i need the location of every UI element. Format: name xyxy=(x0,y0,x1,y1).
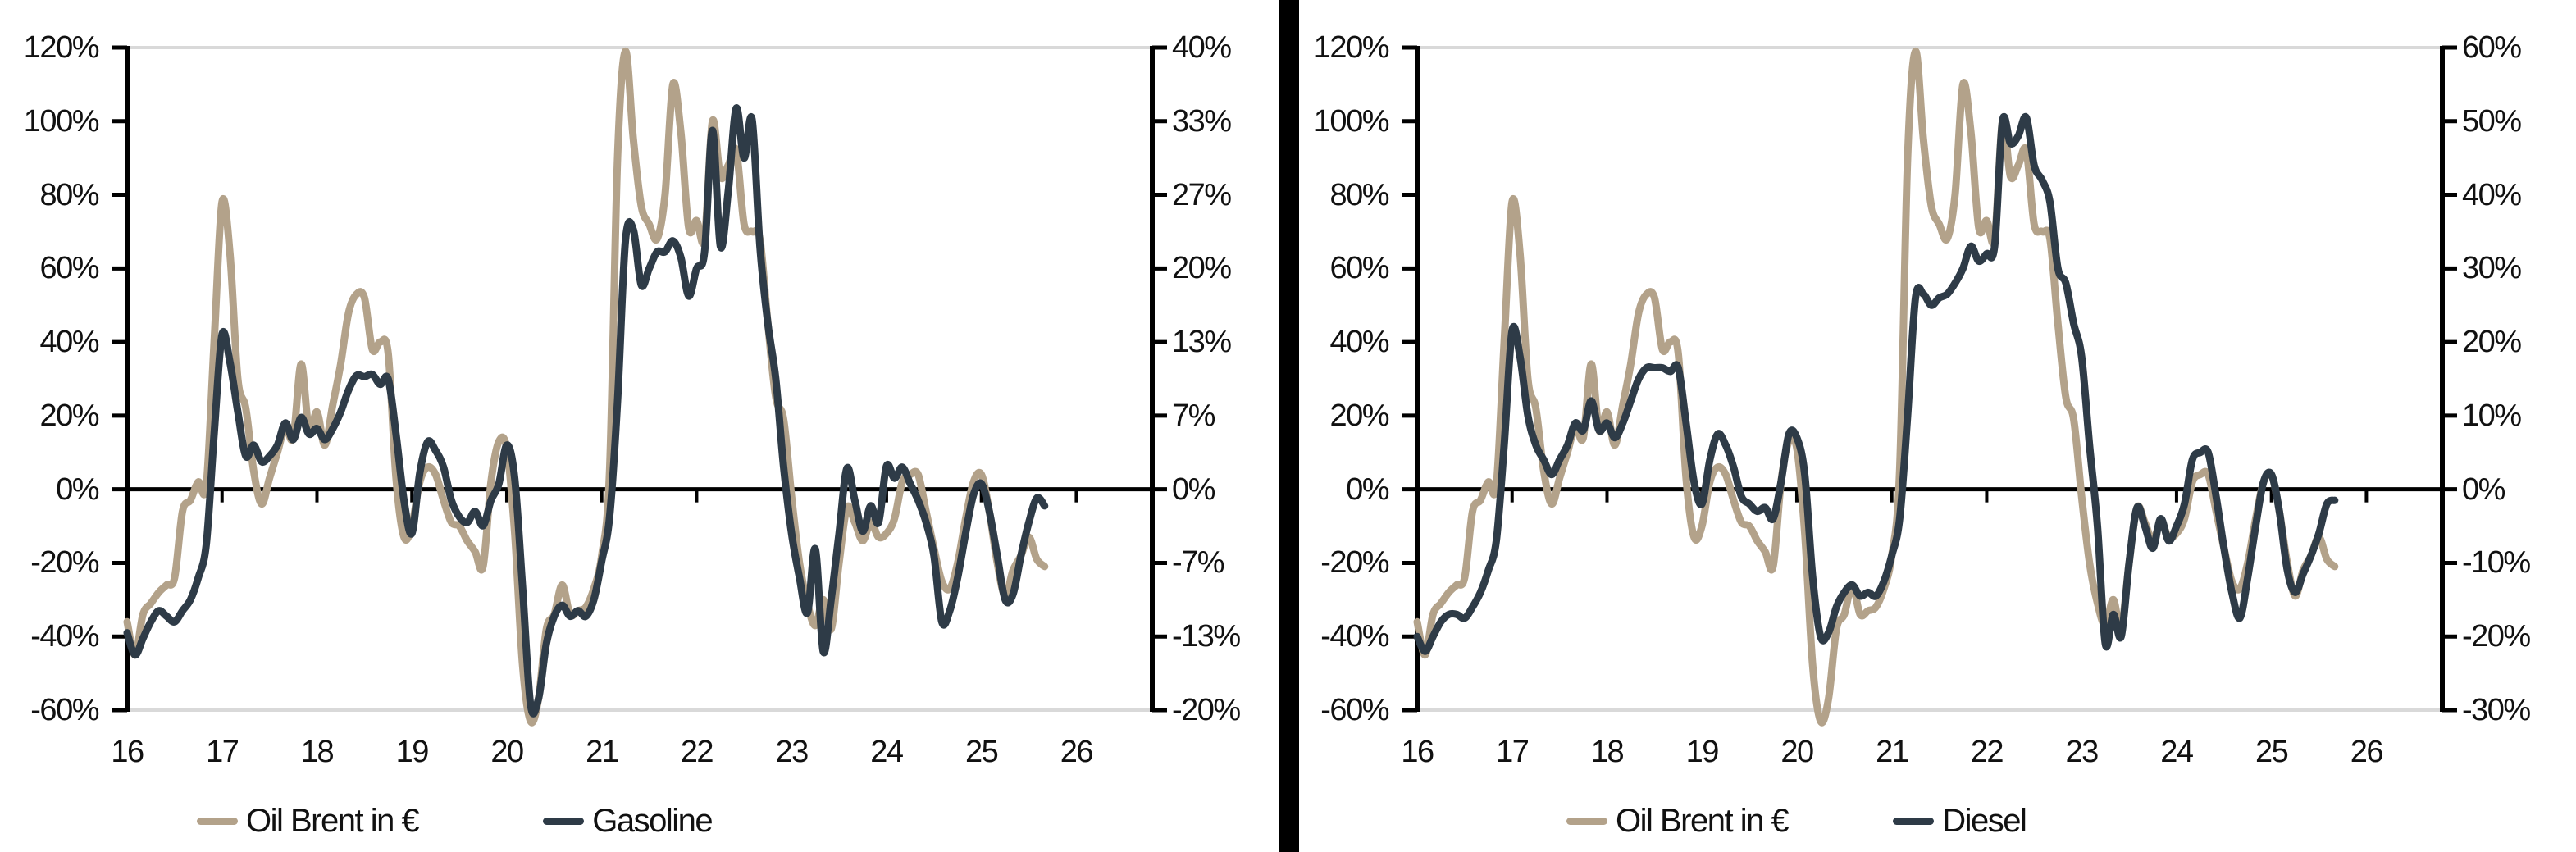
diesel-line xyxy=(1413,112,2339,655)
y-axis-right-tick-label: -30% xyxy=(2462,693,2531,727)
y-axis-right-tick-label: 30% xyxy=(2462,251,2522,286)
gasoline-chart-legend: Oil Brent in € Gasoline xyxy=(197,803,714,840)
y-axis-left-tick-label: 40% xyxy=(39,325,99,360)
y-axis-left-tick-label: -60% xyxy=(1320,693,1389,727)
x-axis-tick-label: 23 xyxy=(2065,735,2100,769)
brent-line-swatch-icon xyxy=(197,818,238,825)
x-axis-tick-label: 24 xyxy=(870,735,904,769)
y-axis-right-tick-label: 0% xyxy=(2462,472,2505,507)
x-axis-tick-label: 17 xyxy=(1496,735,1530,769)
x-axis-tick-label: 24 xyxy=(2160,735,2194,769)
legend-item-gasoline: Gasoline xyxy=(543,803,714,840)
y-axis-right-tick-label: -20% xyxy=(1172,693,1241,727)
y-axis-right-tick-label: 10% xyxy=(2462,398,2522,433)
y-axis-left-tick-label: 0% xyxy=(1346,472,1389,507)
y-axis-left-tick-label: 120% xyxy=(23,30,100,65)
x-axis-tick-label: 16 xyxy=(111,735,144,769)
x-axis-tick-label: 18 xyxy=(300,735,335,769)
gasoline-chart-plot-area xyxy=(112,45,1167,727)
x-axis-tick-label: 26 xyxy=(2350,735,2384,769)
y-axis-left-tick-label: -20% xyxy=(30,545,99,581)
y-axis-left-tick-label: -60% xyxy=(30,693,99,727)
x-axis-tick-label: 20 xyxy=(490,735,524,769)
y-axis-right-tick-label: 40% xyxy=(2462,177,2522,212)
x-axis-tick-label: 25 xyxy=(2255,735,2289,769)
y-axis-left-tick-label: -40% xyxy=(30,619,99,654)
oil-brent-in--line xyxy=(123,47,1049,727)
gasoline-line xyxy=(123,104,1049,718)
y-axis-right-tick-label: -13% xyxy=(1172,619,1241,654)
y-axis-right-tick-label: 13% xyxy=(1172,325,1232,360)
y-axis-left-tick-label: 100% xyxy=(1313,103,1390,139)
legend-item-brent: Oil Brent in € xyxy=(197,803,420,840)
vertical-divider xyxy=(1279,0,1299,852)
y-axis-left-tick-label: 120% xyxy=(1313,30,1390,65)
legend-label-brent: Oil Brent in € xyxy=(246,803,420,839)
x-axis-tick-label: 16 xyxy=(1401,735,1434,769)
y-axis-right-tick-label: -10% xyxy=(2462,545,2531,581)
legend-label-gasoline: Gasoline xyxy=(592,803,713,839)
y-axis-left-tick-label: 80% xyxy=(39,177,99,212)
y-axis-right-tick-label: -7% xyxy=(1172,545,1225,581)
y-axis-right-tick-label: -20% xyxy=(2462,619,2531,654)
x-axis-tick-label: 25 xyxy=(965,735,999,769)
legend-item-brent: Oil Brent in € xyxy=(1566,803,1790,840)
x-axis-tick-label: 21 xyxy=(586,735,619,769)
x-axis-tick-label: 22 xyxy=(1970,735,2004,769)
oil-brent-in--line xyxy=(1413,47,2339,727)
y-axis-left-tick-label: 40% xyxy=(1329,325,1389,360)
y-axis-right-tick-label: 27% xyxy=(1172,177,1232,212)
y-axis-left-tick-label: 20% xyxy=(1329,398,1389,433)
x-axis-tick-label: 19 xyxy=(395,735,430,769)
y-axis-left-tick-label: 80% xyxy=(1329,177,1389,212)
legend-label-brent: Oil Brent in € xyxy=(1616,803,1790,839)
x-axis-tick-label: 22 xyxy=(680,735,714,769)
y-axis-right-tick-label: 33% xyxy=(1172,103,1232,139)
legend-item-diesel: Diesel xyxy=(1893,803,2027,840)
y-axis-left-tick-label: 100% xyxy=(23,103,100,139)
y-axis-right-tick-label: 50% xyxy=(2462,103,2522,139)
diesel-chart-plot-area xyxy=(1402,45,2457,727)
y-axis-left-tick-label: 60% xyxy=(1329,251,1389,286)
y-axis-right-tick-label: 20% xyxy=(2462,325,2522,360)
brent-line-swatch-icon xyxy=(1566,818,1607,825)
y-axis-left-tick-label: 20% xyxy=(39,398,99,433)
x-axis-tick-label: 17 xyxy=(206,735,239,769)
diesel-chart-legend: Oil Brent in € Diesel xyxy=(1566,803,2027,840)
x-axis-tick-label: 18 xyxy=(1590,735,1625,769)
x-axis-tick-label: 26 xyxy=(1060,735,1094,769)
legend-label-diesel: Diesel xyxy=(1942,803,2027,839)
x-axis-tick-label: 21 xyxy=(1876,735,1909,769)
gasoline-line-swatch-icon xyxy=(543,818,585,825)
y-axis-left-tick-label: -40% xyxy=(1320,619,1389,654)
x-axis-tick-label: 19 xyxy=(1685,735,1720,769)
y-axis-right-tick-label: 60% xyxy=(2462,30,2522,65)
y-axis-right-tick-label: 0% xyxy=(1172,472,1215,507)
diesel-line-swatch-icon xyxy=(1893,818,1935,825)
y-axis-left-tick-label: 60% xyxy=(39,251,99,286)
x-axis-tick-label: 23 xyxy=(775,735,809,769)
y-axis-left-tick-label: 0% xyxy=(56,472,99,507)
x-axis-tick-label: 20 xyxy=(1780,735,1814,769)
y-axis-right-tick-label: 7% xyxy=(1172,398,1215,433)
y-axis-left-tick-label: -20% xyxy=(1320,545,1389,581)
y-axis-right-tick-label: 40% xyxy=(1172,30,1232,65)
y-axis-right-tick-label: 20% xyxy=(1172,251,1232,286)
